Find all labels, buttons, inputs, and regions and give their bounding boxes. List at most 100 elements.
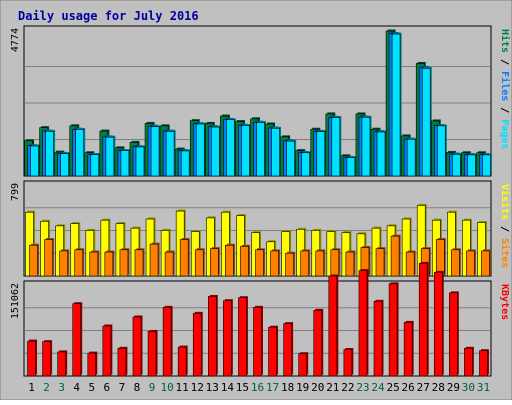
x-tick-label-14: 14	[221, 381, 235, 394]
x-tick-label-25: 25	[386, 381, 399, 394]
x-tick-label-22: 22	[341, 381, 354, 394]
x-tick-label-7: 7	[119, 381, 126, 394]
x-tick-label-17: 17	[266, 381, 279, 394]
bar-sites-11	[179, 239, 189, 277]
bar-pages-12	[195, 123, 205, 177]
x-tick-label-29: 29	[447, 381, 460, 394]
bar-pages-1	[30, 145, 39, 177]
bar-pages-8	[135, 146, 145, 177]
x-tick-label-15: 15	[236, 381, 249, 394]
x-tick-label-5: 5	[88, 381, 95, 394]
bar-kbytes-19	[298, 353, 307, 377]
bar-kbytes-18	[283, 323, 292, 377]
x-tick-label-8: 8	[134, 381, 141, 394]
bar-pages-23	[361, 116, 371, 177]
bar-kbytes-14	[223, 300, 232, 377]
bar-pages-31	[482, 154, 491, 177]
bar-sites-13	[210, 248, 219, 277]
ymax-label-visits: 799	[10, 183, 21, 201]
bar-kbytes-31	[479, 350, 488, 377]
bar-kbytes-30	[464, 347, 473, 377]
bar-kbytes-6	[102, 325, 112, 377]
bar-pages-9	[150, 126, 160, 177]
legend-separator: /	[499, 101, 510, 119]
series-legend-kbytes: KBytes	[499, 284, 510, 320]
bar-pages-4	[75, 129, 85, 177]
x-tick-label-12: 12	[191, 381, 204, 394]
bar-sites-15	[240, 246, 249, 277]
bar-kbytes-4	[72, 303, 82, 377]
bar-sites-10	[164, 251, 174, 277]
x-tick-label-31: 31	[477, 381, 490, 394]
bar-kbytes-10	[162, 307, 172, 377]
bar-pages-15	[241, 125, 250, 177]
bar-pages-18	[286, 140, 295, 177]
bar-sites-22	[345, 251, 355, 277]
x-tick-label-1: 1	[28, 381, 35, 394]
bar-pages-19	[301, 152, 310, 177]
bar-sites-2	[44, 239, 53, 277]
bar-kbytes-8	[132, 316, 142, 377]
bar-kbytes-25	[388, 283, 398, 377]
bar-kbytes-13	[208, 296, 217, 377]
bar-pages-26	[406, 139, 416, 177]
bar-pages-24	[376, 131, 386, 177]
bar-sites-4	[74, 249, 84, 277]
bar-sites-31	[481, 250, 490, 277]
bar-kbytes-24	[373, 301, 383, 377]
bar-sites-5	[89, 251, 99, 277]
bar-sites-20	[315, 250, 325, 277]
x-tick-label-6: 6	[104, 381, 111, 394]
bar-pages-25	[391, 33, 401, 177]
bar-kbytes-23	[358, 270, 368, 377]
bar-pages-20	[316, 131, 326, 177]
legend-sites: Sites	[499, 238, 511, 268]
bar-sites-3	[59, 250, 68, 277]
bar-pages-29	[452, 153, 461, 177]
bar-pages-21	[331, 117, 341, 177]
x-tick-label-26: 26	[402, 381, 415, 394]
bar-sites-18	[285, 252, 294, 277]
bar-sites-17	[270, 250, 279, 277]
bar-kbytes-12	[192, 313, 202, 377]
bar-kbytes-11	[177, 346, 187, 377]
bar-sites-9	[149, 243, 159, 277]
bar-kbytes-27	[418, 263, 428, 377]
bar-kbytes-7	[117, 347, 127, 377]
bar-sites-12	[194, 249, 204, 277]
bar-sites-7	[119, 249, 129, 277]
bar-pages-6	[105, 136, 115, 177]
ymax-label-hits: 4774	[10, 28, 21, 52]
bar-sites-29	[451, 249, 460, 277]
legend-files: Files	[499, 71, 511, 101]
x-tick-label-21: 21	[326, 381, 339, 394]
chart-title: Daily usage for July 2016	[18, 9, 199, 23]
bar-kbytes-20	[313, 310, 323, 377]
bar-pages-30	[467, 154, 476, 177]
bar-kbytes-9	[147, 331, 157, 377]
x-tick-label-3: 3	[58, 381, 65, 394]
bar-sites-25	[390, 235, 400, 277]
bar-pages-13	[211, 126, 220, 177]
bar-sites-1	[29, 244, 38, 277]
x-tick-label-4: 4	[73, 381, 80, 394]
bar-sites-30	[466, 250, 475, 277]
x-tick-label-18: 18	[281, 381, 294, 394]
bar-kbytes-26	[403, 322, 413, 377]
bar-pages-14	[226, 119, 235, 177]
bar-kbytes-29	[449, 292, 458, 377]
x-tick-label-9: 9	[149, 381, 156, 394]
bar-kbytes-1	[27, 340, 36, 377]
bar-sites-14	[225, 244, 234, 277]
legend-kbytes: KBytes	[499, 284, 510, 320]
bar-sites-19	[300, 250, 309, 277]
x-tick-label-2: 2	[43, 381, 50, 394]
legend-hits: Hits	[499, 29, 511, 53]
bar-pages-11	[180, 150, 190, 177]
bar-sites-6	[104, 251, 114, 277]
series-legend-hits: Hits / Files / Pages	[499, 29, 511, 149]
bar-sites-8	[134, 249, 144, 277]
bar-sites-24	[375, 248, 385, 277]
